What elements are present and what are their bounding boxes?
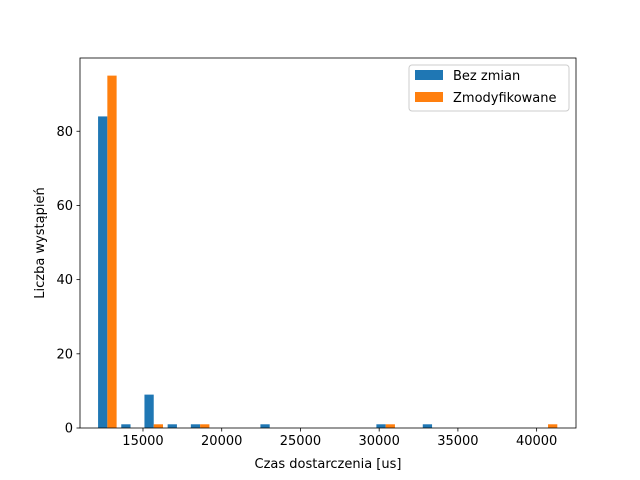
x-tick-label: 35000 bbox=[437, 434, 478, 449]
bar-bez-zmian-bin-0 bbox=[98, 116, 108, 428]
bar-bez-zmian-bin-4 bbox=[190, 424, 201, 428]
bar-bez-zmian-bin-12 bbox=[376, 424, 386, 428]
legend: Bez zmian Zmodyfikowane bbox=[408, 64, 570, 112]
y-axis-label: Liczba wystąpień bbox=[33, 187, 48, 298]
y-tick-label: 40 bbox=[56, 273, 73, 288]
y-tick-label: 0 bbox=[65, 422, 73, 437]
x-axis-ticks: 15000 20000 25000 30000 35000 40000 bbox=[122, 428, 557, 449]
bar-bez-zmian-bin-2 bbox=[144, 394, 154, 428]
bar-bez-zmian-bin-14 bbox=[422, 424, 433, 428]
legend-label-bez-zmian: Bez zmian bbox=[453, 69, 520, 84]
y-tick-label: 20 bbox=[56, 347, 73, 362]
bar-bez-zmian-bin-7 bbox=[260, 424, 270, 428]
x-tick-label: 25000 bbox=[280, 434, 321, 449]
bar-zmodyfikowane-bin-19 bbox=[548, 424, 558, 428]
bar-zmodyfikowane-bin-2 bbox=[153, 424, 164, 428]
bars-layer bbox=[98, 75, 558, 428]
bar-bez-zmian-bin-3 bbox=[167, 424, 177, 428]
y-tick-label: 60 bbox=[56, 199, 73, 214]
y-axis-ticks: 0 20 40 60 80 bbox=[56, 125, 80, 437]
x-tick-label: 30000 bbox=[358, 434, 399, 449]
legend-label-zmodyfikowane: Zmodyfikowane bbox=[453, 91, 557, 106]
x-axis-label: Czas dostarczenia [us] bbox=[255, 457, 402, 472]
bar-zmodyfikowane-bin-12 bbox=[385, 424, 395, 428]
bar-bez-zmian-bin-1 bbox=[121, 424, 131, 428]
x-tick-label: 20000 bbox=[201, 434, 242, 449]
x-tick-label: 15000 bbox=[122, 434, 163, 449]
bar-zmodyfikowane-bin-4 bbox=[200, 424, 210, 428]
bar-zmodyfikowane-bin-0 bbox=[107, 75, 117, 428]
plot-frame bbox=[79, 57, 577, 429]
legend-swatch-zmodyfikowane bbox=[415, 92, 443, 102]
legend-swatch-bez-zmian bbox=[415, 70, 443, 80]
x-tick-label: 40000 bbox=[516, 434, 557, 449]
legend-box bbox=[408, 64, 570, 112]
y-tick-label: 80 bbox=[56, 125, 73, 140]
